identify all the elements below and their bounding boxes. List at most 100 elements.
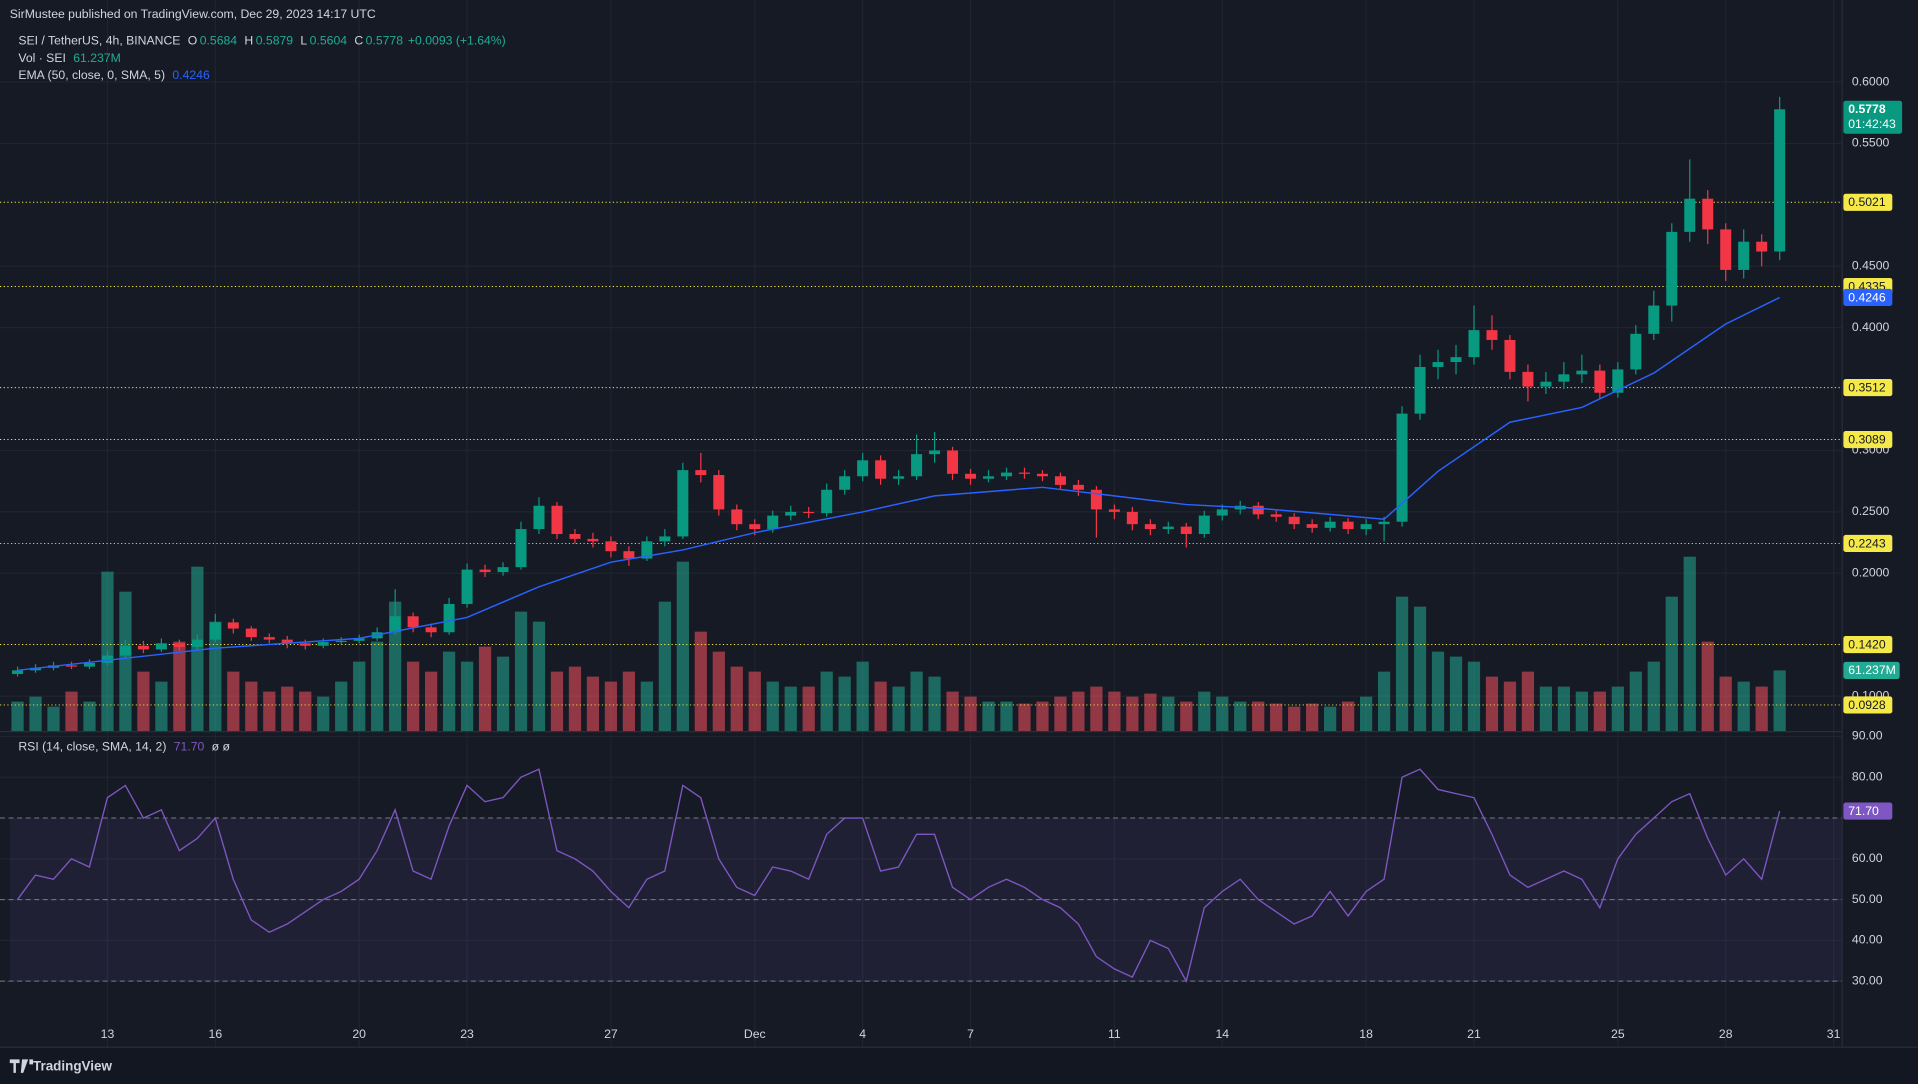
level-label-box bbox=[1843, 193, 1893, 211]
candle-body bbox=[893, 476, 905, 479]
candle-body bbox=[299, 643, 311, 646]
candle-body bbox=[965, 473, 977, 479]
candle-body bbox=[389, 616, 401, 633]
level-label: 0.3089 bbox=[1848, 432, 1886, 446]
candle-body bbox=[839, 476, 851, 490]
volume-bar bbox=[263, 691, 276, 732]
ohlc-value: 0.5684 bbox=[200, 34, 238, 48]
candle-body bbox=[1396, 413, 1408, 522]
candle-body bbox=[947, 450, 959, 474]
volume-bar bbox=[658, 601, 671, 732]
volume-bar bbox=[29, 696, 42, 732]
volume-bar bbox=[353, 661, 366, 732]
volume-bar bbox=[802, 686, 815, 732]
volume-bar bbox=[1198, 691, 1211, 732]
candle-body bbox=[1414, 366, 1426, 414]
ema-line bbox=[17, 296, 1780, 672]
ema-legend: EMA (50, close, 0, SMA, 5) 0.4246 bbox=[18, 68, 210, 82]
candle-body bbox=[425, 627, 437, 633]
candle-body bbox=[983, 476, 995, 479]
x-tick-label: 31 bbox=[1827, 1027, 1841, 1041]
last-price: 0.5778 bbox=[1848, 102, 1886, 116]
candle-body bbox=[1630, 333, 1642, 370]
volume-bar bbox=[694, 631, 707, 732]
volume-bar bbox=[838, 676, 851, 732]
candle-body bbox=[1648, 305, 1660, 334]
volume-bar bbox=[1018, 703, 1031, 732]
candle-body bbox=[1054, 476, 1066, 485]
volume-bar bbox=[1719, 676, 1732, 732]
candle-body bbox=[1522, 371, 1534, 387]
candle-body bbox=[713, 475, 725, 510]
candle-body bbox=[1684, 198, 1696, 232]
candle-body bbox=[1594, 370, 1606, 393]
x-tick-label: 14 bbox=[1215, 1027, 1229, 1041]
candle-body bbox=[1342, 521, 1354, 530]
volume-bar bbox=[496, 656, 510, 732]
candle-body bbox=[1144, 524, 1156, 530]
ema-name: EMA (50, close, 0, SMA, 5) bbox=[18, 68, 165, 82]
candle-body bbox=[1306, 524, 1318, 528]
volume-bar bbox=[460, 661, 474, 732]
ema-value: 0.4246 bbox=[172, 68, 210, 82]
candle-body bbox=[605, 541, 617, 552]
volume-bar bbox=[820, 671, 833, 732]
volume-bar bbox=[766, 681, 779, 732]
footer-bar bbox=[0, 1048, 1918, 1084]
rsi-label-box bbox=[1843, 802, 1893, 820]
volume-bar bbox=[928, 676, 941, 732]
candle-body bbox=[1126, 511, 1138, 525]
change: +0.0093 (+1.64%) bbox=[408, 34, 506, 48]
volume-bar bbox=[299, 691, 312, 732]
candle-body bbox=[461, 569, 473, 604]
rsi-pane bbox=[0, 768, 1843, 983]
level-label-box bbox=[1843, 430, 1893, 449]
candle-body bbox=[1558, 374, 1570, 382]
candle-body bbox=[677, 470, 689, 537]
volume-bar bbox=[730, 666, 743, 732]
candle-body bbox=[1738, 241, 1750, 270]
candle-body bbox=[191, 639, 203, 647]
volume-bar bbox=[910, 671, 923, 732]
price-labels: 0.50210.43350.35120.30890.22430.14200.09… bbox=[1843, 100, 1903, 820]
volume-bar bbox=[748, 671, 761, 732]
y-tick-label: 0.6000 bbox=[1852, 74, 1890, 88]
candle-body bbox=[137, 645, 149, 650]
candle-body bbox=[695, 470, 707, 476]
volume-bar bbox=[1629, 671, 1642, 732]
candle-body bbox=[209, 622, 221, 640]
candle-body bbox=[83, 662, 95, 667]
candle-body bbox=[1252, 505, 1264, 515]
candle-body bbox=[1540, 381, 1552, 387]
volume-bar bbox=[1108, 691, 1121, 732]
candle-body bbox=[659, 536, 671, 542]
level-label: 0.1420 bbox=[1848, 637, 1886, 651]
x-tick-label: 11 bbox=[1108, 1027, 1121, 1041]
x-tick-label: 23 bbox=[460, 1027, 474, 1041]
candle-body bbox=[515, 529, 527, 568]
candle-body bbox=[353, 638, 365, 641]
candle-body bbox=[857, 460, 869, 477]
volume-bar bbox=[1431, 651, 1445, 732]
volume-bar bbox=[1377, 671, 1391, 732]
volume-bar bbox=[964, 696, 977, 732]
candle-body bbox=[407, 616, 419, 628]
candle-body bbox=[1216, 509, 1228, 516]
x-tick-label: 28 bbox=[1719, 1027, 1733, 1041]
volume-bar bbox=[1575, 691, 1588, 732]
volume-bar bbox=[1755, 686, 1768, 732]
y-tick-label: 0.2000 bbox=[1852, 566, 1890, 580]
x-tick-label: 25 bbox=[1611, 1027, 1625, 1041]
level-label: 0.0928 bbox=[1848, 698, 1886, 712]
volume-bar bbox=[227, 671, 240, 732]
volume-bar bbox=[1701, 641, 1714, 732]
volume-bar bbox=[281, 686, 294, 732]
volume-bar bbox=[1324, 706, 1337, 732]
candle-body bbox=[785, 511, 797, 516]
volume-bar bbox=[155, 681, 168, 732]
candle-body bbox=[641, 541, 653, 559]
candle-body bbox=[1432, 362, 1444, 367]
y-tick-label: 50.00 bbox=[1852, 892, 1883, 906]
volume-value: 61.237M bbox=[73, 51, 121, 65]
